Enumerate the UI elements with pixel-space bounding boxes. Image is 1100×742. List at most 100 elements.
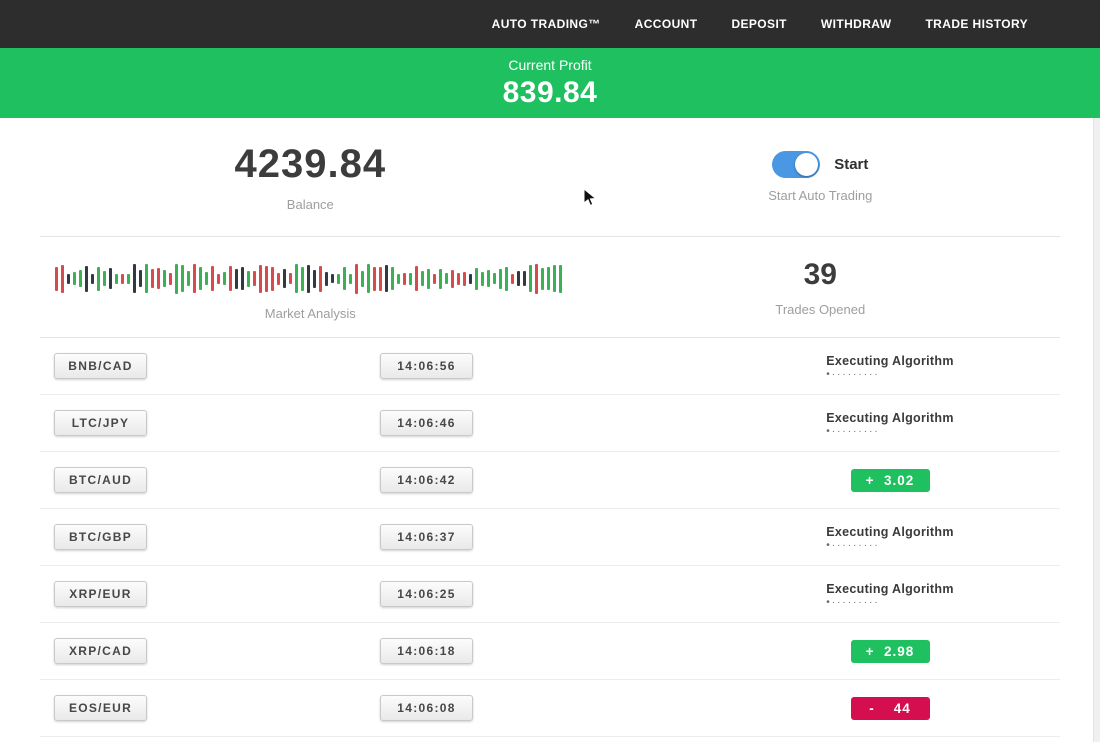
chart-bar [73,272,77,285]
chart-bar [265,265,269,292]
market-chart-block: Market Analysis [40,237,581,337]
chart-bar [91,273,95,284]
chart-bar [109,268,113,289]
nav-item-account[interactable]: ACCOUNT [634,17,698,31]
trade-row: EOS/EUR 14:06:08 - 44 [40,680,1060,737]
time-badge: 14:06:37 [380,524,473,550]
chart-bar [103,271,107,286]
chart-bar [505,266,509,291]
time-badge: 14:06:46 [380,410,473,436]
nav-item-deposit[interactable]: DEPOSIT [731,17,787,31]
chart-bar [409,272,413,285]
time-badge: 14:06:42 [380,467,473,493]
loader-dots: •········· [826,425,880,437]
chart-bar [199,267,203,290]
loader-dots: •········· [826,368,880,380]
top-navbar: AUTO TRADING™ ACCOUNT DEPOSIT WITHDRAW T… [0,0,1100,48]
chart-bar [499,268,503,289]
trades-list: BNB/CAD 14:06:56 Executing Algorithm •··… [0,338,1100,737]
chart-bar [115,273,119,284]
time-badge: 14:06:56 [380,353,473,379]
chart-bar [67,273,71,284]
trade-row: LTC/JPY 14:06:46 Executing Algorithm •··… [40,395,1060,452]
pair-badge[interactable]: BTC/GBP [54,524,147,550]
chart-bar [379,266,383,291]
chart-bar [163,270,167,287]
status-executing: Executing Algorithm •········· [826,582,953,608]
chart-bar [535,263,539,294]
chart-bar [391,267,395,290]
loader-dots: •········· [826,539,880,551]
chart-bar [211,266,215,291]
chart-bar [511,273,515,284]
chart-bar [529,265,533,292]
chart-bar [175,263,179,294]
chart-bar [313,269,317,288]
time-badge: 14:06:25 [380,581,473,607]
chart-bar [385,265,389,292]
balance-label: Balance [286,197,334,212]
chart-bar [283,269,287,288]
chart-bar [145,264,149,293]
market-analysis-section: Market Analysis 39 Trades Opened [40,237,1060,338]
chart-bar [463,271,467,286]
trade-row: BTC/AUD 14:06:42 + 3.02 [40,452,1060,509]
chart-bar [157,268,161,289]
account-summary: 4239.84 Balance Start Start Auto Trading [40,118,1060,237]
chart-bar [253,271,257,286]
chart-bar [457,272,461,285]
pair-badge[interactable]: XRP/EUR [54,581,147,607]
chart-bar [235,268,239,289]
chart-bar [331,274,335,283]
chart-bar [247,270,251,287]
status-label: Executing Algorithm [826,410,954,425]
auto-trading-caption: Start Auto Trading [768,188,873,203]
chart-bar [553,265,557,292]
chart-bar [229,266,233,291]
time-badge: 14:06:08 [380,695,473,721]
pair-badge[interactable]: EOS/EUR [54,695,147,721]
time-badge: 14:06:18 [380,638,473,664]
trades-opened-value: 39 [803,257,837,291]
toggle-knob[interactable] [795,153,819,176]
chart-bar [223,272,227,285]
toggle-label: Start [834,156,869,173]
chart-bar [55,266,59,291]
result-badge: + 2.98 [850,639,930,663]
trade-row: BNB/CAD 14:06:56 Executing Algorithm •··… [40,338,1060,395]
result-badge: - 44 [850,696,930,720]
chart-bar [397,273,401,284]
chart-bar [361,270,365,287]
nav-item-trade-history[interactable]: TRADE HISTORY [925,17,1028,31]
trade-row: XRP/EUR 14:06:25 Executing Algorithm •··… [40,566,1060,623]
status-executing: Executing Algorithm •········· [826,410,954,437]
scrollbar[interactable] [1093,118,1100,742]
chart-bar [271,266,275,291]
chart-bar [433,273,437,284]
chart-bar [469,273,473,284]
pair-badge[interactable]: LTC/JPY [54,410,147,436]
chart-bar [325,271,329,286]
current-profit-banner: Current Profit 839.84 [0,48,1100,118]
chart-bar [97,266,101,291]
chart-bar [541,267,545,290]
market-analysis-chart [55,262,565,296]
chart-bar [193,264,197,293]
chart-bar [559,264,563,293]
pair-badge[interactable]: BTC/AUD [54,467,147,493]
chart-bar [421,271,425,286]
chart-bar [259,264,263,293]
loader-dots: •········· [826,596,880,608]
current-profit-label: Current Profit [508,56,592,73]
pair-badge[interactable]: BNB/CAD [54,353,147,379]
nav-item-auto-trading[interactable]: AUTO TRADING™ [491,17,601,31]
nav-item-withdraw[interactable]: WITHDRAW [820,17,892,31]
chart-bar [427,268,431,289]
pair-badge[interactable]: XRP/CAD [54,638,147,664]
chart-bar [487,270,491,287]
balance-block: 4239.84 Balance [40,118,581,236]
chart-bar [139,270,143,287]
chart-bar [151,269,155,288]
auto-trading-toggle[interactable] [772,151,821,178]
chart-bar [481,271,485,286]
